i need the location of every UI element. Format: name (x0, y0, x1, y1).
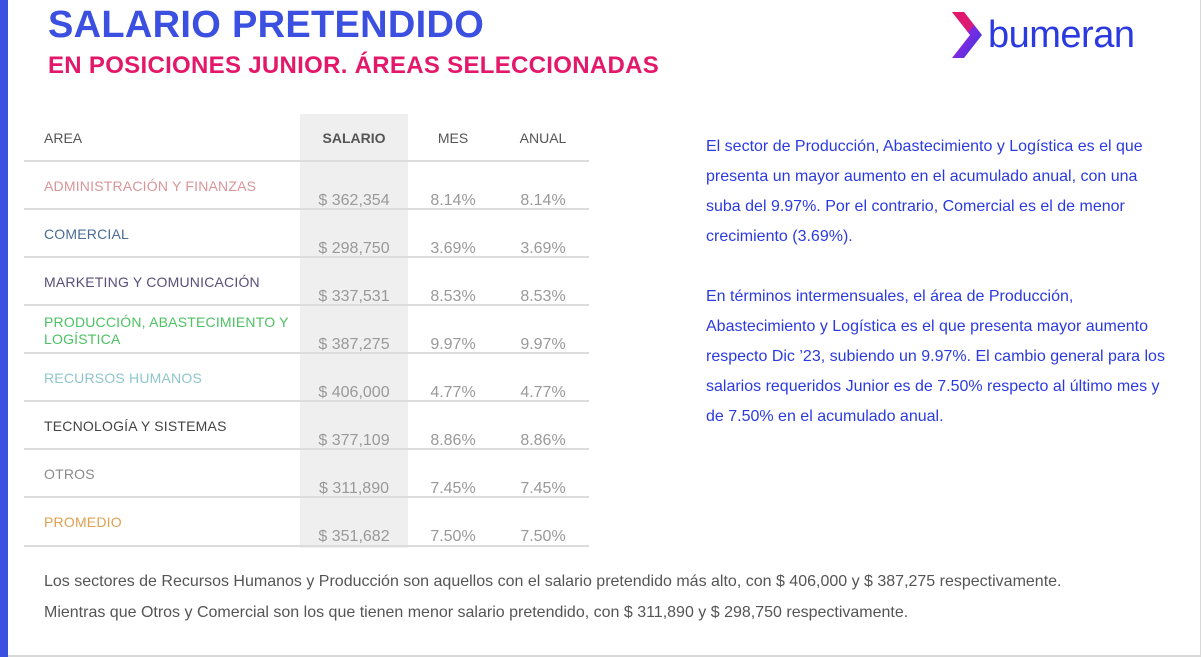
row-area: MARKETING Y COMUNICACIÓN (44, 274, 260, 290)
salary-table: AREA SALARIO MES ANUAL ADMINISTRACIÓN Y … (24, 114, 589, 548)
analysis-text: El sector de Producción, Abastecimiento … (706, 132, 1166, 432)
row-area: PRODUCCIÓN, ABASTECIMIENTO Y LOGÍSTICA (44, 314, 289, 347)
chevron-logo-icon (952, 12, 982, 58)
column-header-area: AREA (44, 130, 83, 146)
bumeran-logo: bumeran (948, 10, 1178, 60)
table-row: ADMINISTRACIÓN Y FINANZAS $ 362,354 8.14… (24, 162, 589, 210)
logo-wordmark: bumeran (988, 14, 1135, 56)
row-area: ADMINISTRACIÓN Y FINANZAS (44, 178, 257, 194)
row-area: PROMEDIO (44, 514, 122, 530)
table-row: TECNOLOGÍA Y SISTEMAS $ 377,109 8.86% 8.… (24, 402, 589, 450)
row-annual: 7.45% (520, 480, 566, 497)
row-annual: 8.14% (520, 192, 566, 209)
row-annual: 4.77% (520, 384, 566, 401)
row-annual: 9.97% (520, 336, 566, 353)
row-annual: 3.69% (520, 240, 566, 257)
salary-column-highlight (300, 114, 408, 548)
row-area: COMERCIAL (44, 226, 130, 242)
column-header-salary: SALARIO (322, 130, 386, 146)
row-divider (24, 160, 589, 162)
row-month: 7.45% (430, 480, 476, 497)
row-month: 9.97% (430, 336, 476, 353)
row-salary: $ 311,890 (319, 480, 389, 497)
row-salary: $ 377,109 (318, 432, 390, 449)
row-area: TECNOLOGÍA Y SISTEMAS (44, 418, 227, 434)
row-month: 8.86% (430, 432, 476, 449)
row-divider (24, 400, 589, 402)
row-divider (24, 304, 589, 306)
row-month: 4.77% (430, 384, 476, 401)
row-divider (24, 256, 589, 258)
analysis-paragraph: En términos intermensuales, el área de P… (706, 288, 1165, 425)
row-month: 3.69% (430, 240, 476, 257)
row-salary: $ 387,275 (318, 336, 390, 353)
summary-line: Mientras que Otros y Comercial son los q… (44, 604, 909, 621)
table-row: PROMEDIO $ 351,682 7.50% 7.50% (24, 498, 589, 546)
page-title: SALARIO PRETENDIDO (48, 4, 485, 46)
summary-line: Los sectores de Recursos Humanos y Produ… (44, 573, 1062, 590)
summary-footer: Los sectores de Recursos Humanos y Produ… (44, 566, 1164, 628)
row-divider (24, 448, 589, 450)
row-annual: 8.86% (520, 432, 566, 449)
table-row: COMERCIAL $ 298,750 3.69% 3.69% (24, 210, 589, 258)
row-annual: 7.50% (520, 528, 566, 545)
row-salary: $ 337,531 (318, 288, 390, 305)
row-month: 8.14% (430, 192, 476, 209)
row-salary: $ 298,750 (318, 240, 390, 257)
row-divider (24, 352, 589, 354)
row-salary: $ 406,000 (318, 384, 390, 401)
row-area: OTROS (44, 466, 95, 482)
analysis-paragraph: El sector de Producción, Abastecimiento … (706, 138, 1143, 245)
row-salary: $ 362,354 (318, 192, 390, 209)
column-header-month: MES (437, 130, 469, 146)
table-row: OTROS $ 311,890 7.45% 7.45% (24, 450, 589, 498)
column-header-annual: ANUAL (519, 130, 567, 146)
row-annual: 8.53% (520, 288, 566, 305)
row-month: 8.53% (430, 288, 476, 305)
table-row: MARKETING Y COMUNICACIÓN $ 337,531 8.53%… (24, 258, 589, 306)
bottom-border (8, 655, 1201, 657)
row-divider (24, 496, 589, 498)
row-divider (24, 545, 589, 547)
row-divider (24, 208, 589, 210)
row-area: RECURSOS HUMANOS (44, 370, 202, 386)
row-salary: $ 351,682 (318, 528, 390, 545)
page-subtitle: EN POSICIONES JUNIOR. ÁREAS SELECCIONADA… (48, 52, 660, 79)
row-month: 7.50% (430, 528, 476, 545)
table-row: PRODUCCIÓN, ABASTECIMIENTO Y LOGÍSTICA $… (24, 306, 589, 354)
accent-bar (0, 0, 8, 657)
table-row: RECURSOS HUMANOS $ 406,000 4.77% 4.77% (24, 354, 589, 402)
